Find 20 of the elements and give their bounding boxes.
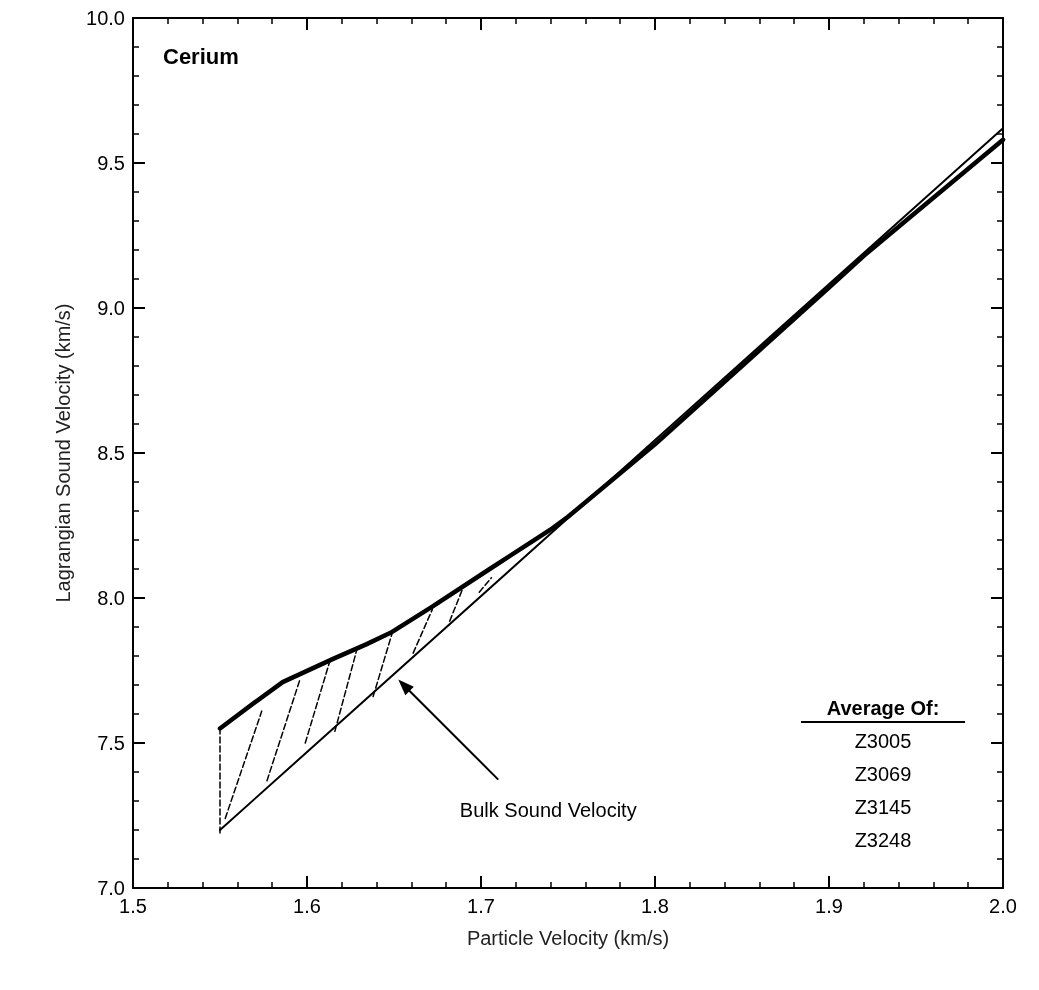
text: Cerium: [163, 43, 239, 69]
x-tick-label: 1.9: [815, 895, 843, 917]
x-tick-label: 1.6: [293, 895, 321, 917]
y-tick-label: 8.0: [97, 587, 125, 609]
annotation: Z3248: [854, 829, 912, 851]
y-tick-label: 9.5: [97, 152, 125, 174]
y-tick-label: 9.0: [97, 297, 125, 319]
x-tick-label: 2.0: [989, 895, 1017, 917]
y-tick-label: 10.0: [86, 7, 125, 29]
y-tick-label: 7.5: [97, 732, 125, 754]
annotation: Average Of:: [826, 697, 940, 719]
x-tick-label: 1.8: [641, 895, 669, 917]
x-axis-title: Particle Velocity (km/s): [466, 927, 670, 949]
y-tick-label: 8.5: [97, 442, 125, 464]
annotation: Z3005: [854, 730, 912, 752]
annotation: Z3145: [854, 796, 912, 818]
annotation: Bulk Sound Velocity: [459, 798, 637, 821]
y-axis-title: Lagrangian Sound Velocity (km/s): [52, 303, 74, 603]
x-tick-label: 1.7: [467, 895, 495, 917]
annotation: Z3069: [854, 763, 912, 785]
